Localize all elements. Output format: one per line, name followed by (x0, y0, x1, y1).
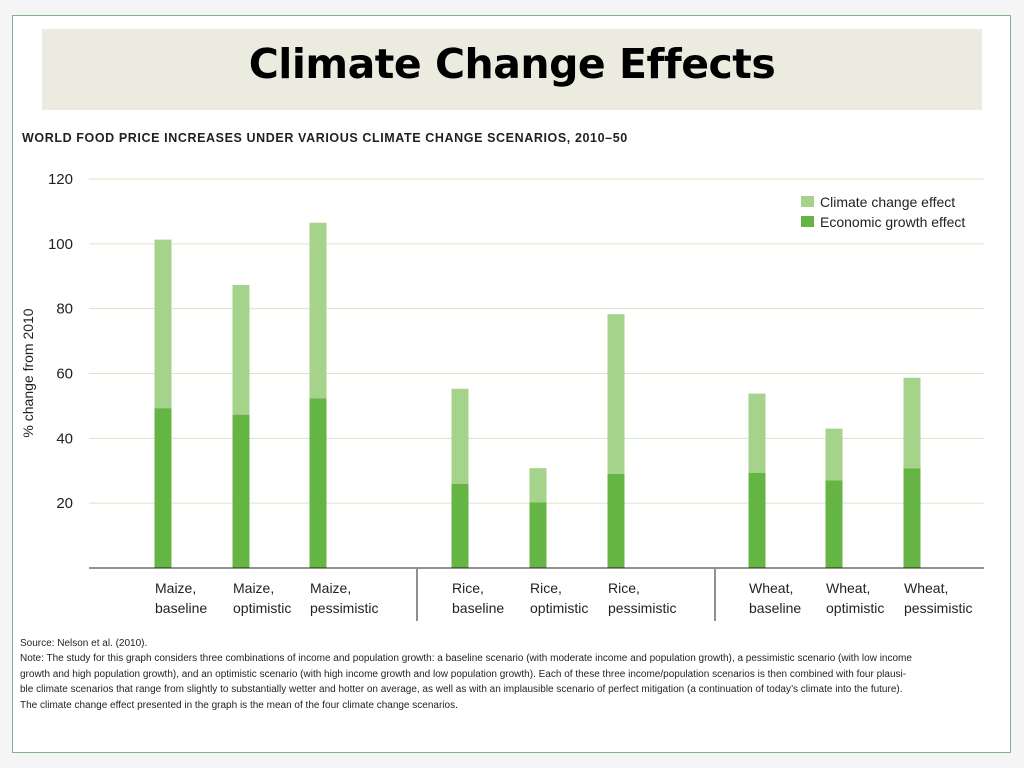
bar-economic-growth-effect (309, 398, 327, 568)
x-tick-label: baseline (452, 600, 504, 616)
x-tick-label: Wheat, (826, 580, 870, 596)
chart-caption: Source: Nelson et al. (2010). Note: The … (20, 636, 990, 713)
bar-economic-growth-effect (154, 408, 172, 568)
x-tick-label: pessimistic (310, 600, 378, 616)
bar-economic-growth-effect (748, 473, 766, 568)
legend: Climate change effect Economic growth ef… (801, 194, 965, 230)
y-tick-label: 40 (56, 430, 73, 447)
y-tick-label: 20 (56, 495, 73, 512)
y-tick-label: 100 (48, 236, 73, 253)
bars (154, 222, 921, 568)
bar-climate-change-effect (607, 314, 625, 474)
title-band (42, 29, 982, 110)
chart-panel (14, 118, 1010, 716)
x-tick-label: optimistic (826, 600, 884, 616)
bar-economic-growth-effect (451, 483, 469, 568)
x-tick-label: Rice, (452, 580, 484, 596)
bar-economic-growth-effect (529, 502, 547, 568)
bar-climate-change-effect (154, 239, 172, 409)
x-tick-label: Rice, (530, 580, 562, 596)
caption-note-line: ble climate scenarios that range from sl… (20, 684, 903, 696)
x-tick-label: Rice, (608, 580, 640, 596)
caption-note-line: Note: The study for this graph considers… (20, 653, 912, 665)
x-tick-label: pessimistic (608, 600, 676, 616)
x-tick-label: Maize, (310, 580, 351, 596)
y-tick-label: 60 (56, 366, 73, 383)
bar-climate-change-effect (903, 377, 921, 469)
bar-economic-growth-effect (903, 468, 921, 568)
bar-economic-growth-effect (232, 414, 250, 568)
caption-note-line: The climate change effect presented in t… (20, 699, 458, 711)
legend-label-economic: Economic growth effect (820, 214, 965, 230)
y-tick-labels: 20 40 60 80 100 120 (48, 171, 73, 512)
x-tick-label: Wheat, (904, 580, 948, 596)
x-tick-label: optimistic (233, 600, 291, 616)
x-tick-label: Maize, (155, 580, 196, 596)
bar-climate-change-effect (309, 222, 327, 399)
x-tick-label: baseline (749, 600, 801, 616)
y-tick-label: 120 (48, 171, 73, 188)
chart-title: WORLD FOOD PRICE INCREASES UNDER VARIOUS… (22, 131, 628, 145)
bar-climate-change-effect (232, 285, 250, 415)
bar-economic-growth-effect (607, 473, 625, 568)
x-tick-labels: Maize, baseline Maize, optimistic Maize, pess… (155, 580, 972, 616)
bar-climate-change-effect (825, 428, 843, 481)
y-axis-label: % change from 2010 (20, 308, 36, 437)
y-tick-label: 80 (56, 301, 73, 318)
slide-title: Climate Change Effects (248, 40, 776, 88)
legend-label-climate: Climate change effect (820, 194, 955, 210)
bar-climate-change-effect (748, 393, 766, 474)
x-tick-label: Maize, (233, 580, 274, 596)
x-tick-label: pessimistic (904, 600, 972, 616)
caption-note-line: growth and high population growth), and … (20, 668, 907, 680)
bar-climate-change-effect (529, 468, 547, 503)
x-tick-label: optimistic (530, 600, 588, 616)
legend-swatch-climate (801, 196, 814, 207)
x-tick-label: baseline (155, 600, 207, 616)
bar-climate-change-effect (451, 388, 469, 484)
bar-economic-growth-effect (825, 480, 843, 568)
x-tick-label: Wheat, (749, 580, 793, 596)
legend-swatch-economic (801, 216, 814, 227)
caption-source: Source: Nelson et al. (2010). (20, 638, 148, 649)
